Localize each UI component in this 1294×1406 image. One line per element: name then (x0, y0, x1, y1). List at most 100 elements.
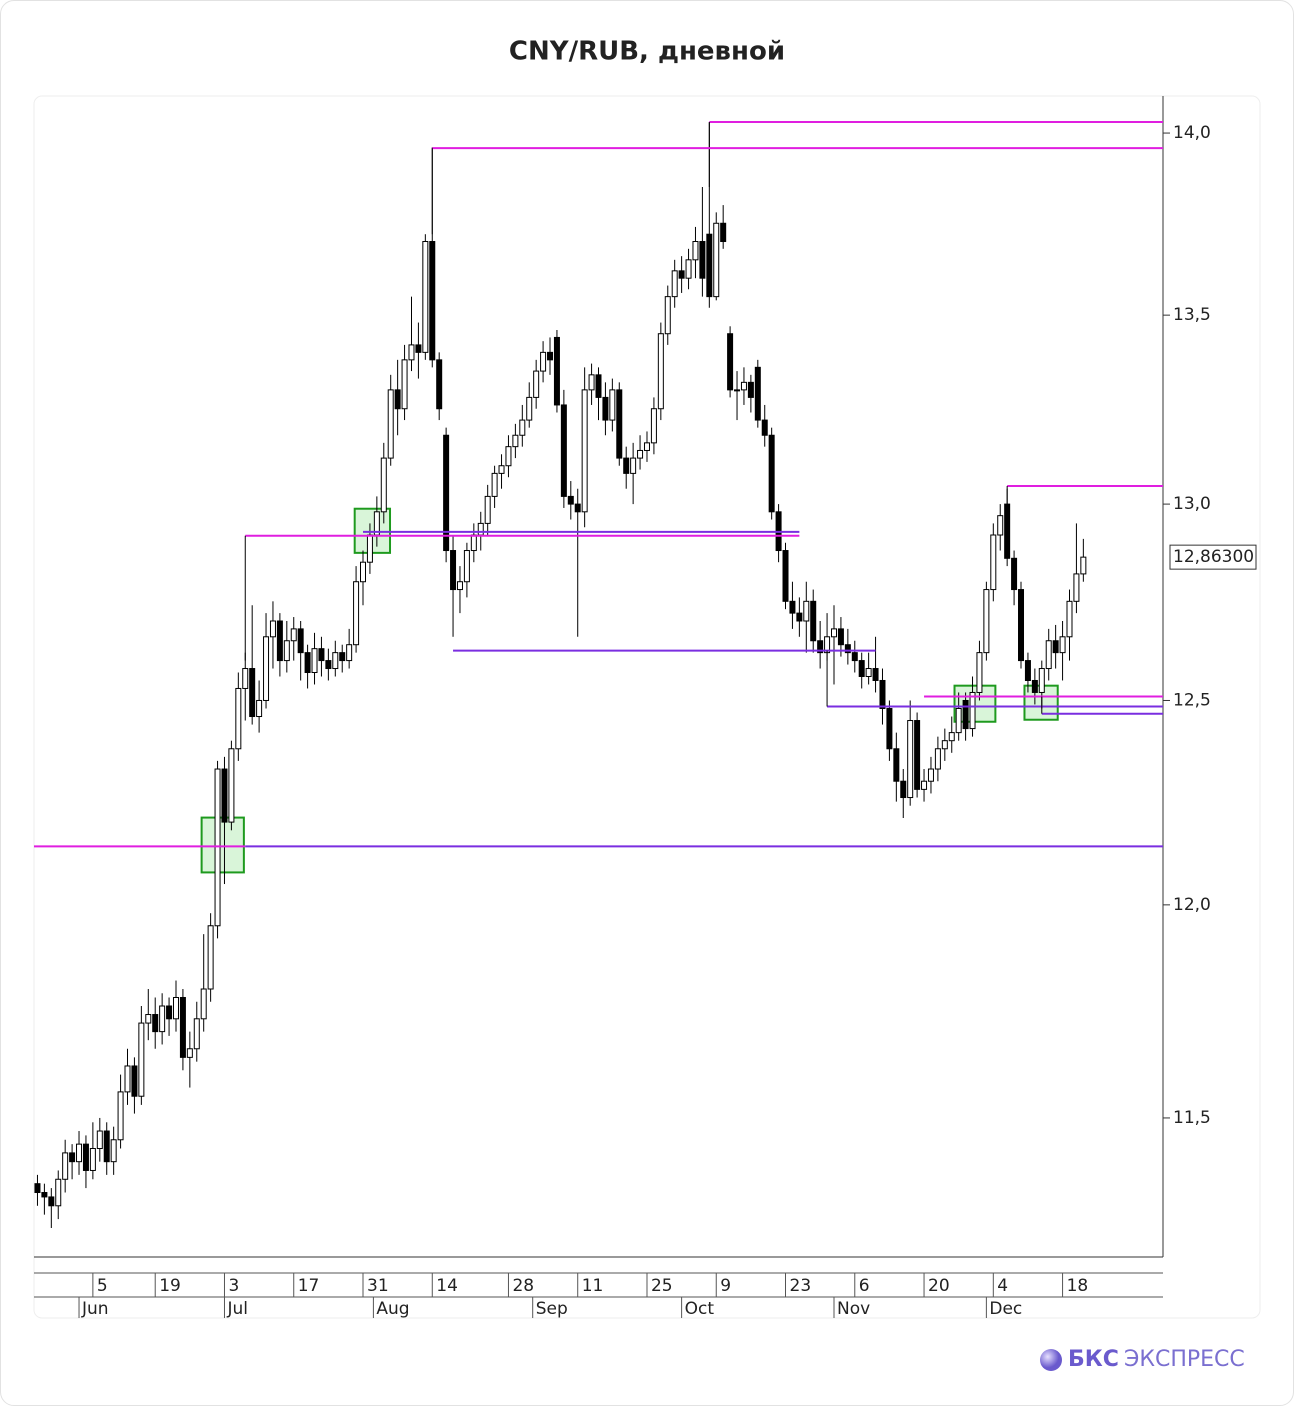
candle-body (588, 374, 595, 391)
candle-body (214, 768, 221, 927)
month-label: Jun (81, 1299, 109, 1319)
candle-body (1059, 636, 1066, 654)
candle-body (553, 336, 560, 406)
candle-body (1045, 640, 1052, 670)
x-tick-label: 31 (367, 1276, 389, 1296)
candle-body (304, 652, 311, 674)
candle-body (463, 550, 470, 583)
x-tick-label: 6 (859, 1276, 870, 1296)
candle-body (96, 1130, 103, 1150)
candle-body (713, 222, 720, 298)
candle-body (366, 534, 373, 563)
candle-body (186, 1048, 193, 1058)
candle-body (643, 442, 650, 451)
x-tick-label: 19 (159, 1276, 181, 1296)
candle-body (872, 668, 879, 681)
candle-body (1011, 557, 1018, 591)
candle-body (415, 344, 422, 353)
candle-body (900, 780, 907, 799)
candle-body (830, 628, 837, 638)
y-tick-label: 13,0 (1173, 494, 1211, 514)
candle-body (360, 561, 367, 583)
y-tick-label: 13,5 (1173, 305, 1211, 325)
candle-body (547, 351, 554, 361)
candle-body (436, 359, 443, 410)
candle-body (637, 449, 644, 459)
candle-body (346, 644, 353, 662)
last-price-box (1169, 544, 1257, 570)
x-tick-label: 3 (228, 1276, 239, 1296)
candle-body (256, 699, 263, 718)
candle-body (387, 389, 394, 459)
candle-body (505, 446, 512, 467)
candle-body (76, 1143, 83, 1163)
candle-body (941, 740, 948, 750)
candle-body (782, 550, 789, 602)
candle-body (657, 333, 664, 410)
candle-body (166, 1005, 173, 1020)
chart-frame (33, 95, 1261, 1319)
candle-body (865, 668, 872, 677)
candle-body (34, 1183, 41, 1194)
candle-body (921, 780, 928, 790)
candle-body (1073, 573, 1080, 602)
candle-body (41, 1192, 48, 1198)
candle-body (734, 389, 741, 392)
candle-body (1038, 668, 1045, 693)
brand-bold: БКС (1068, 1347, 1119, 1372)
candle-body (927, 768, 934, 782)
candle-body (685, 259, 692, 279)
candle-body (89, 1148, 96, 1171)
candle-body (394, 389, 401, 410)
candle-body (242, 668, 249, 689)
x-tick-label: 11 (582, 1276, 604, 1296)
y-tick-label: 11,5 (1173, 1108, 1211, 1128)
candle-body (207, 925, 214, 990)
candle-body (498, 465, 505, 474)
candle-body (526, 396, 533, 421)
candle-body (159, 1005, 166, 1033)
candle-body (727, 333, 734, 391)
candle-body (443, 434, 450, 552)
candle-body (131, 1065, 138, 1097)
candle-body (484, 495, 491, 524)
x-tick-label: 25 (651, 1276, 673, 1296)
candle-body (152, 1014, 159, 1033)
candle-body (325, 660, 332, 670)
brand-logo (1040, 1349, 1062, 1371)
x-tick-label: 9 (720, 1276, 731, 1296)
candle-body (623, 457, 630, 474)
candle-body (844, 644, 851, 654)
candle-body (907, 720, 914, 799)
candle-body (48, 1196, 55, 1207)
candle-body (221, 768, 228, 823)
candle-body (470, 534, 477, 552)
candle-body (401, 359, 408, 410)
candle-body (477, 522, 484, 536)
candle-body (491, 472, 498, 497)
candle-body (948, 732, 955, 742)
candle-body (581, 389, 588, 513)
candle-body (117, 1091, 124, 1141)
candle-body (276, 620, 283, 662)
brand: ЭКСПРЕСС (1124, 1347, 1245, 1372)
candle-body (664, 296, 671, 335)
candle-body (803, 600, 810, 622)
candle-body (249, 668, 256, 718)
candle-body (290, 628, 297, 642)
candle-body (699, 241, 706, 279)
candle-body (962, 699, 969, 730)
candle-body (353, 581, 360, 646)
candle-body (754, 366, 761, 421)
candle-body (450, 550, 457, 591)
candle-body (200, 988, 207, 1020)
x-tick-label: 17 (298, 1276, 320, 1296)
candle-body (650, 408, 657, 444)
x-tick-label: 14 (436, 1276, 458, 1296)
candle-body (297, 628, 304, 654)
candle-body (110, 1139, 117, 1163)
candle-body (983, 589, 990, 654)
chart-title: CNY/RUB, дневной (509, 37, 785, 67)
candle-body (810, 600, 817, 642)
